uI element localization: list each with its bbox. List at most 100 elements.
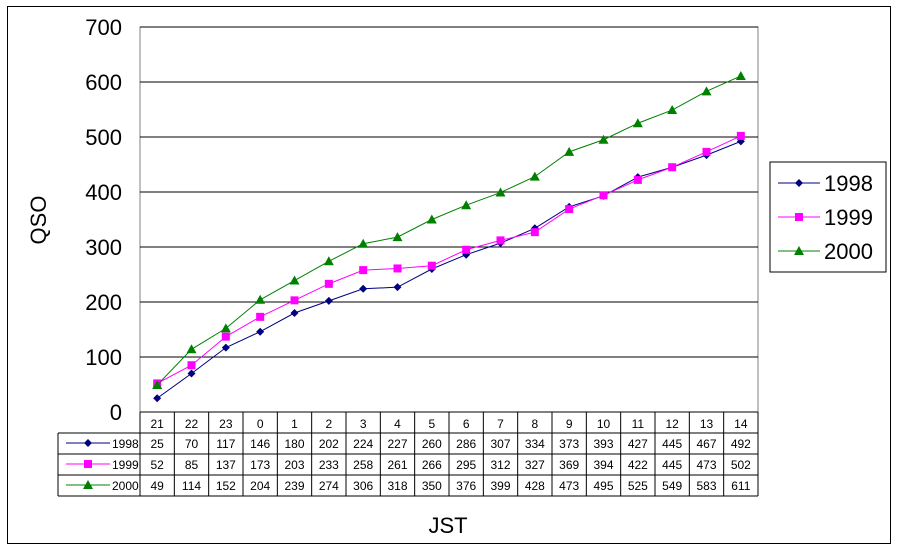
x-tick-label: 6 [463,417,470,431]
data-label: 306 [353,479,373,493]
data-label: 427 [628,437,648,451]
data-label: 399 [490,479,510,493]
data-label: 274 [319,479,339,493]
data-point [359,284,368,293]
x-tick-label: 0 [257,417,264,431]
y-tick-label: 400 [85,180,122,205]
data-point [358,238,369,248]
data-label: 295 [456,458,476,472]
x-tick-label: 22 [185,417,199,431]
x-tick-label: 21 [150,417,164,431]
y-tick-label: 100 [85,345,122,370]
y-tick-label: 500 [85,125,122,150]
data-point [84,460,92,468]
x-tick-label: 14 [734,417,748,431]
data-point [153,394,162,403]
table-row-label: 1999 [112,458,139,472]
data-point [496,236,505,245]
data-label: 327 [525,458,545,472]
data-label: 394 [593,458,613,472]
data-point [290,296,299,305]
data-point [529,171,540,181]
data-label: 227 [387,437,407,451]
data-label: 428 [525,479,545,493]
x-tick-label: 9 [566,417,573,431]
x-tick-label: 3 [360,417,367,431]
data-point [702,147,711,156]
data-point [152,380,163,390]
data-label: 49 [150,479,164,493]
data-point [495,187,506,197]
x-axis-title: JST [428,513,467,538]
data-label: 467 [696,437,716,451]
data-label: 70 [185,437,199,451]
data-label: 203 [284,458,304,472]
y-tick-label: 0 [110,400,122,425]
data-label: 146 [250,437,270,451]
data-label: 312 [490,458,510,472]
data-label: 583 [696,479,716,493]
legend-label: 1999 [824,205,873,230]
x-tick-label: 1 [291,417,298,431]
data-label: 549 [662,479,682,493]
data-point [392,232,403,242]
plot-area: 0 100 200 300 400 500 600 700 [85,15,759,425]
data-label: 137 [216,458,236,472]
x-tick-label: 2 [325,417,332,431]
data-point [735,70,746,80]
data-label: 239 [284,479,304,493]
data-label: 369 [559,458,579,472]
data-point [633,175,642,184]
data-label: 261 [387,458,407,472]
series-line-2000 [156,75,742,386]
data-point [794,246,804,255]
data-label: 204 [250,479,270,493]
series-line-1999 [156,135,742,384]
legend: 1998 1999 2000 [769,161,887,273]
table-row-label: 1998 [112,437,139,451]
x-tick-label: 12 [665,417,679,431]
data-point [598,134,609,144]
data-label: 114 [182,479,201,493]
data-label: 202 [319,437,339,451]
data-label: 233 [319,458,339,472]
data-label: 373 [559,437,579,451]
data-point [290,309,299,317]
data-label: 495 [593,479,613,493]
data-label: 180 [284,437,304,451]
data-label: 350 [422,479,442,493]
legend-label: 1998 [824,171,873,196]
data-point [187,361,196,370]
data-point [462,245,471,254]
x-tick-label: 10 [597,417,611,431]
data-label: 266 [422,458,442,472]
data-label: 492 [731,437,751,451]
data-point [667,105,678,115]
data-point [795,179,803,187]
x-tick-label: 11 [632,417,645,431]
data-label: 25 [150,437,164,451]
data-point [565,205,574,214]
data-point [255,294,266,304]
data-label: 445 [662,458,682,472]
data-point [323,256,334,266]
data-point [668,163,677,172]
data-point [221,343,230,352]
x-tick-label: 5 [428,417,435,431]
data-point [393,264,402,273]
series-line-1998 [156,140,742,399]
data-label: 393 [593,437,613,451]
data-label: 376 [456,479,476,493]
data-label: 258 [353,458,373,472]
data-point [83,480,93,489]
y-axis-title: QSO [26,196,51,245]
data-label: 318 [387,479,407,493]
data-label: 473 [559,479,579,493]
data-label: 502 [731,458,751,472]
data-point [324,296,333,305]
data-point [426,214,437,224]
data-point [461,200,472,210]
data-point [393,283,402,292]
data-point [795,213,803,221]
